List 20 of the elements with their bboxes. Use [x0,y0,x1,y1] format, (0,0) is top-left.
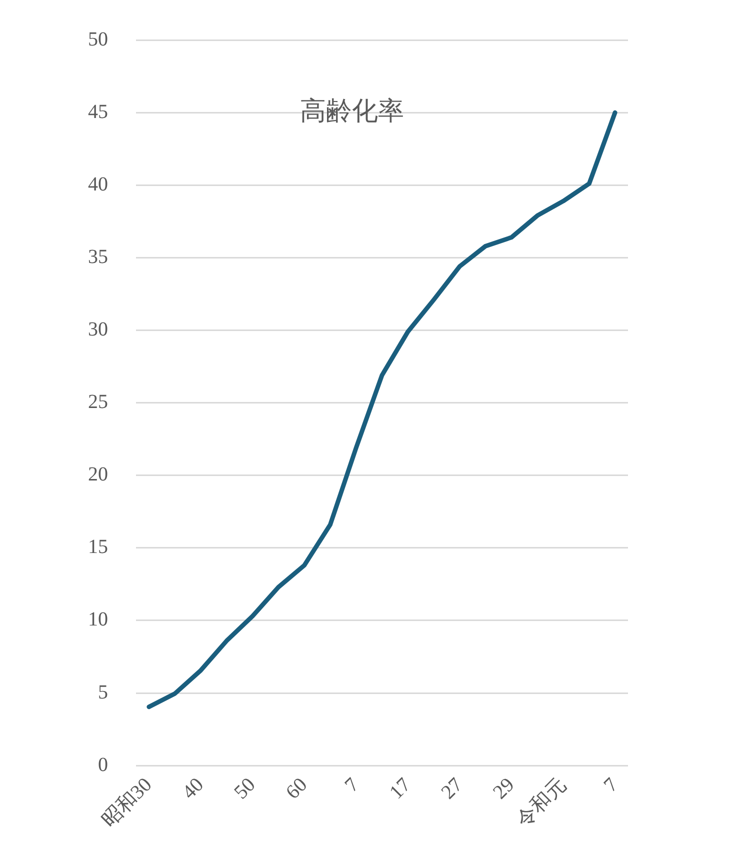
y-tick-label: 20 [88,464,108,486]
x-tick-label: 60 [282,774,312,804]
x-tick-label: 7 [340,774,364,796]
x-tick-label: 50 [230,774,260,804]
x-tick-label: 17 [385,774,416,804]
y-tick-label: 0 [98,754,108,776]
y-tick-label: 45 [88,100,108,123]
y-tick-label: 50 [88,28,108,50]
text: 高齢化率 [300,96,404,126]
y-tick-label: 5 [98,681,108,704]
x-tick-label: 27 [437,774,467,804]
y-tick-label: 40 [88,173,108,196]
y-tick-label: 30 [88,318,108,340]
x-tick-label: 昭和30 [98,774,156,832]
y-tick-label: 15 [88,536,108,558]
y-tick-label: 10 [88,608,108,631]
y-tick-label: 35 [88,246,108,268]
y-tick-label: 25 [88,391,108,414]
x-tick-label: 7 [600,774,622,796]
x-tick-label: 40 [178,774,208,804]
